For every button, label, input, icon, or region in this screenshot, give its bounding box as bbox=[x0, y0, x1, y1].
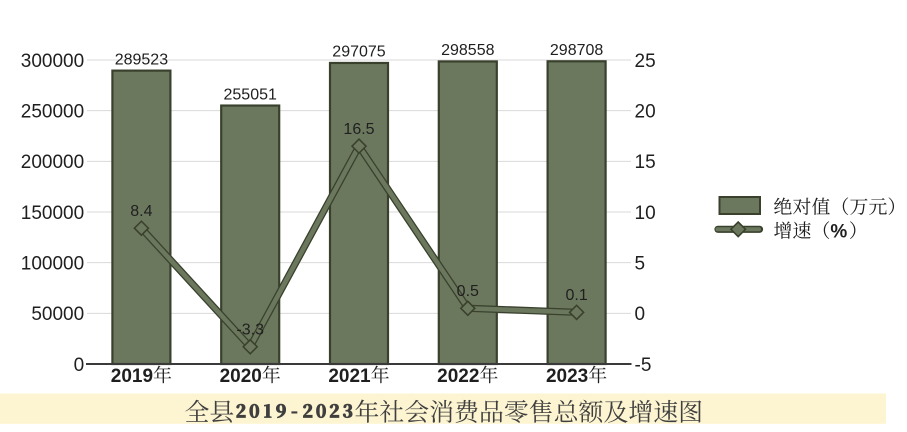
svg-text:8.4: 8.4 bbox=[130, 203, 152, 220]
svg-text:100000: 100000 bbox=[21, 254, 84, 275]
svg-text:0: 0 bbox=[635, 304, 646, 325]
svg-text:300000: 300000 bbox=[21, 51, 84, 72]
svg-text:297075: 297075 bbox=[332, 44, 385, 61]
svg-text:-3.3: -3.3 bbox=[236, 321, 264, 338]
svg-text:10: 10 bbox=[635, 203, 656, 224]
svg-text:25: 25 bbox=[635, 51, 656, 72]
svg-text:2022: 2022 bbox=[437, 366, 479, 387]
svg-text:150000: 150000 bbox=[21, 203, 84, 224]
svg-text:2019: 2019 bbox=[111, 366, 153, 387]
svg-text:0: 0 bbox=[74, 355, 85, 376]
svg-text:20: 20 bbox=[635, 102, 656, 123]
svg-text:2021: 2021 bbox=[328, 366, 371, 387]
svg-text:298558: 298558 bbox=[441, 42, 494, 59]
svg-text:2023: 2023 bbox=[546, 366, 588, 387]
svg-text:250000: 250000 bbox=[21, 102, 84, 123]
svg-text:50000: 50000 bbox=[31, 304, 84, 325]
svg-text:0.1: 0.1 bbox=[565, 287, 587, 304]
svg-text:298708: 298708 bbox=[550, 42, 603, 59]
svg-text:200000: 200000 bbox=[21, 152, 84, 173]
svg-text:15: 15 bbox=[635, 152, 656, 173]
svg-text:289523: 289523 bbox=[115, 51, 168, 68]
svg-text:-5: -5 bbox=[635, 355, 652, 376]
svg-text:255051: 255051 bbox=[224, 86, 277, 103]
svg-text:2020: 2020 bbox=[220, 366, 262, 387]
svg-text:0.5: 0.5 bbox=[457, 283, 479, 300]
svg-text:%: % bbox=[830, 221, 847, 242]
svg-text:16.5: 16.5 bbox=[343, 121, 374, 138]
svg-text:5: 5 bbox=[635, 254, 646, 275]
